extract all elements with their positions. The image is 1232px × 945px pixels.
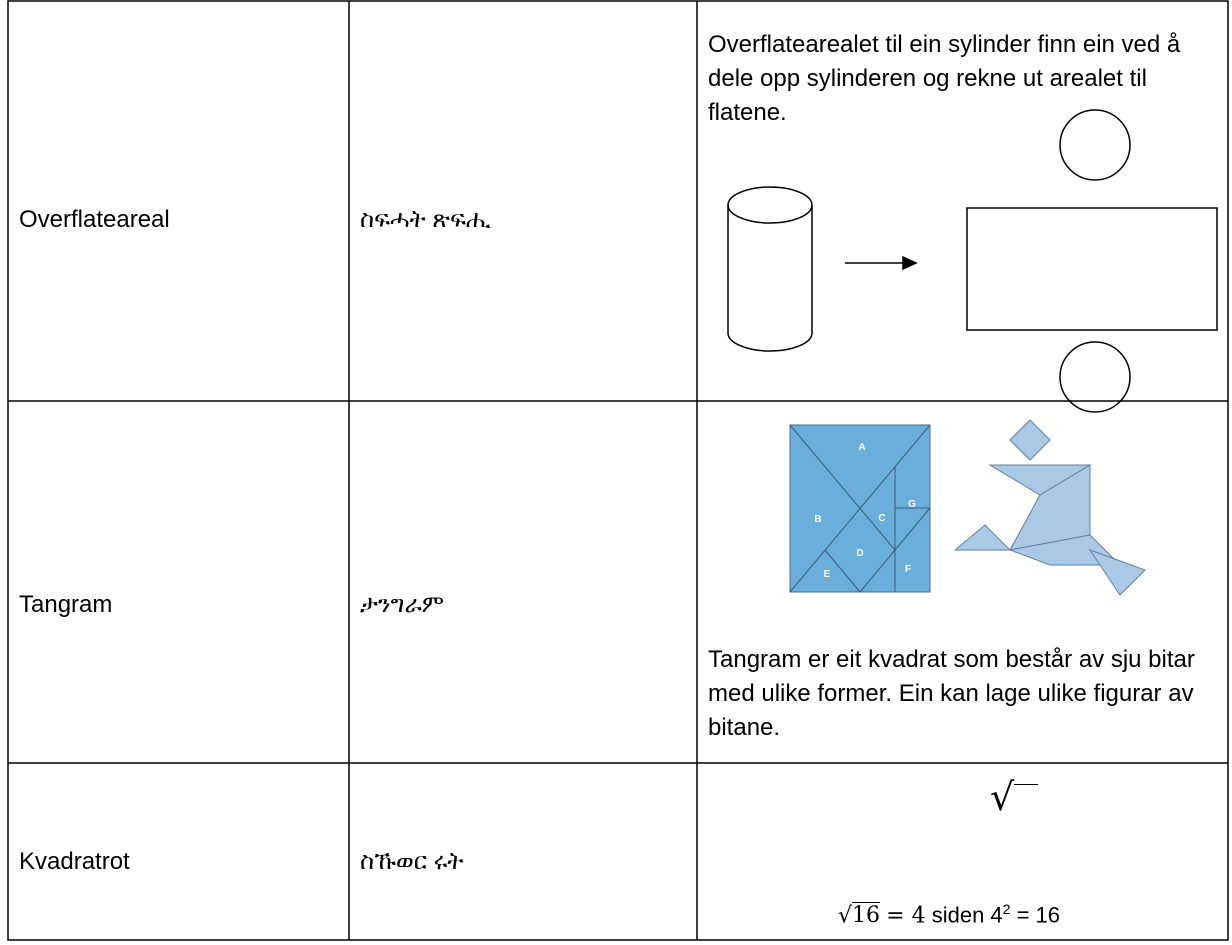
tangram-label: B bbox=[814, 514, 821, 525]
tangram-image bbox=[789, 419, 1146, 596]
translation: ስፍሓት ጽፍሒ bbox=[360, 206, 491, 233]
sqrt-bar bbox=[1014, 784, 1039, 815]
explanation: Tangram er eit kvadrat som består av sju… bbox=[708, 646, 1195, 741]
result: = 4 bbox=[886, 903, 926, 929]
explanation: Overflatearealet til ein sylinder finn e… bbox=[708, 31, 1181, 126]
tangram-label: G bbox=[908, 499, 916, 510]
tangram-label: C bbox=[878, 513, 885, 524]
tangram-label: F bbox=[905, 564, 911, 575]
cylinder-diagram bbox=[727, 109, 1218, 413]
term: Overflateareal bbox=[19, 206, 170, 233]
formula-text: siden 4 bbox=[931, 902, 1003, 928]
radicand: 16 bbox=[852, 902, 881, 929]
tangram-label: D bbox=[856, 548, 863, 559]
translation: ታንግራም bbox=[360, 591, 445, 618]
term: Tangram bbox=[19, 591, 113, 618]
tangram-label: E bbox=[824, 569, 831, 580]
term: Kvadratrot bbox=[19, 848, 130, 875]
radical: √ bbox=[838, 903, 853, 929]
formula-tail: = 16 bbox=[1016, 902, 1061, 928]
sqrt-symbol: √ bbox=[990, 778, 1039, 816]
table-borders bbox=[7, 0, 1229, 941]
sqrt-sign: √ bbox=[990, 775, 1015, 819]
translation: ስኹወር ሩት bbox=[360, 848, 464, 875]
superscript: 2 bbox=[1002, 901, 1011, 917]
formula: √16 = 4 siden 42 = 16 bbox=[838, 892, 1060, 933]
tangram-label: A bbox=[858, 442, 865, 453]
